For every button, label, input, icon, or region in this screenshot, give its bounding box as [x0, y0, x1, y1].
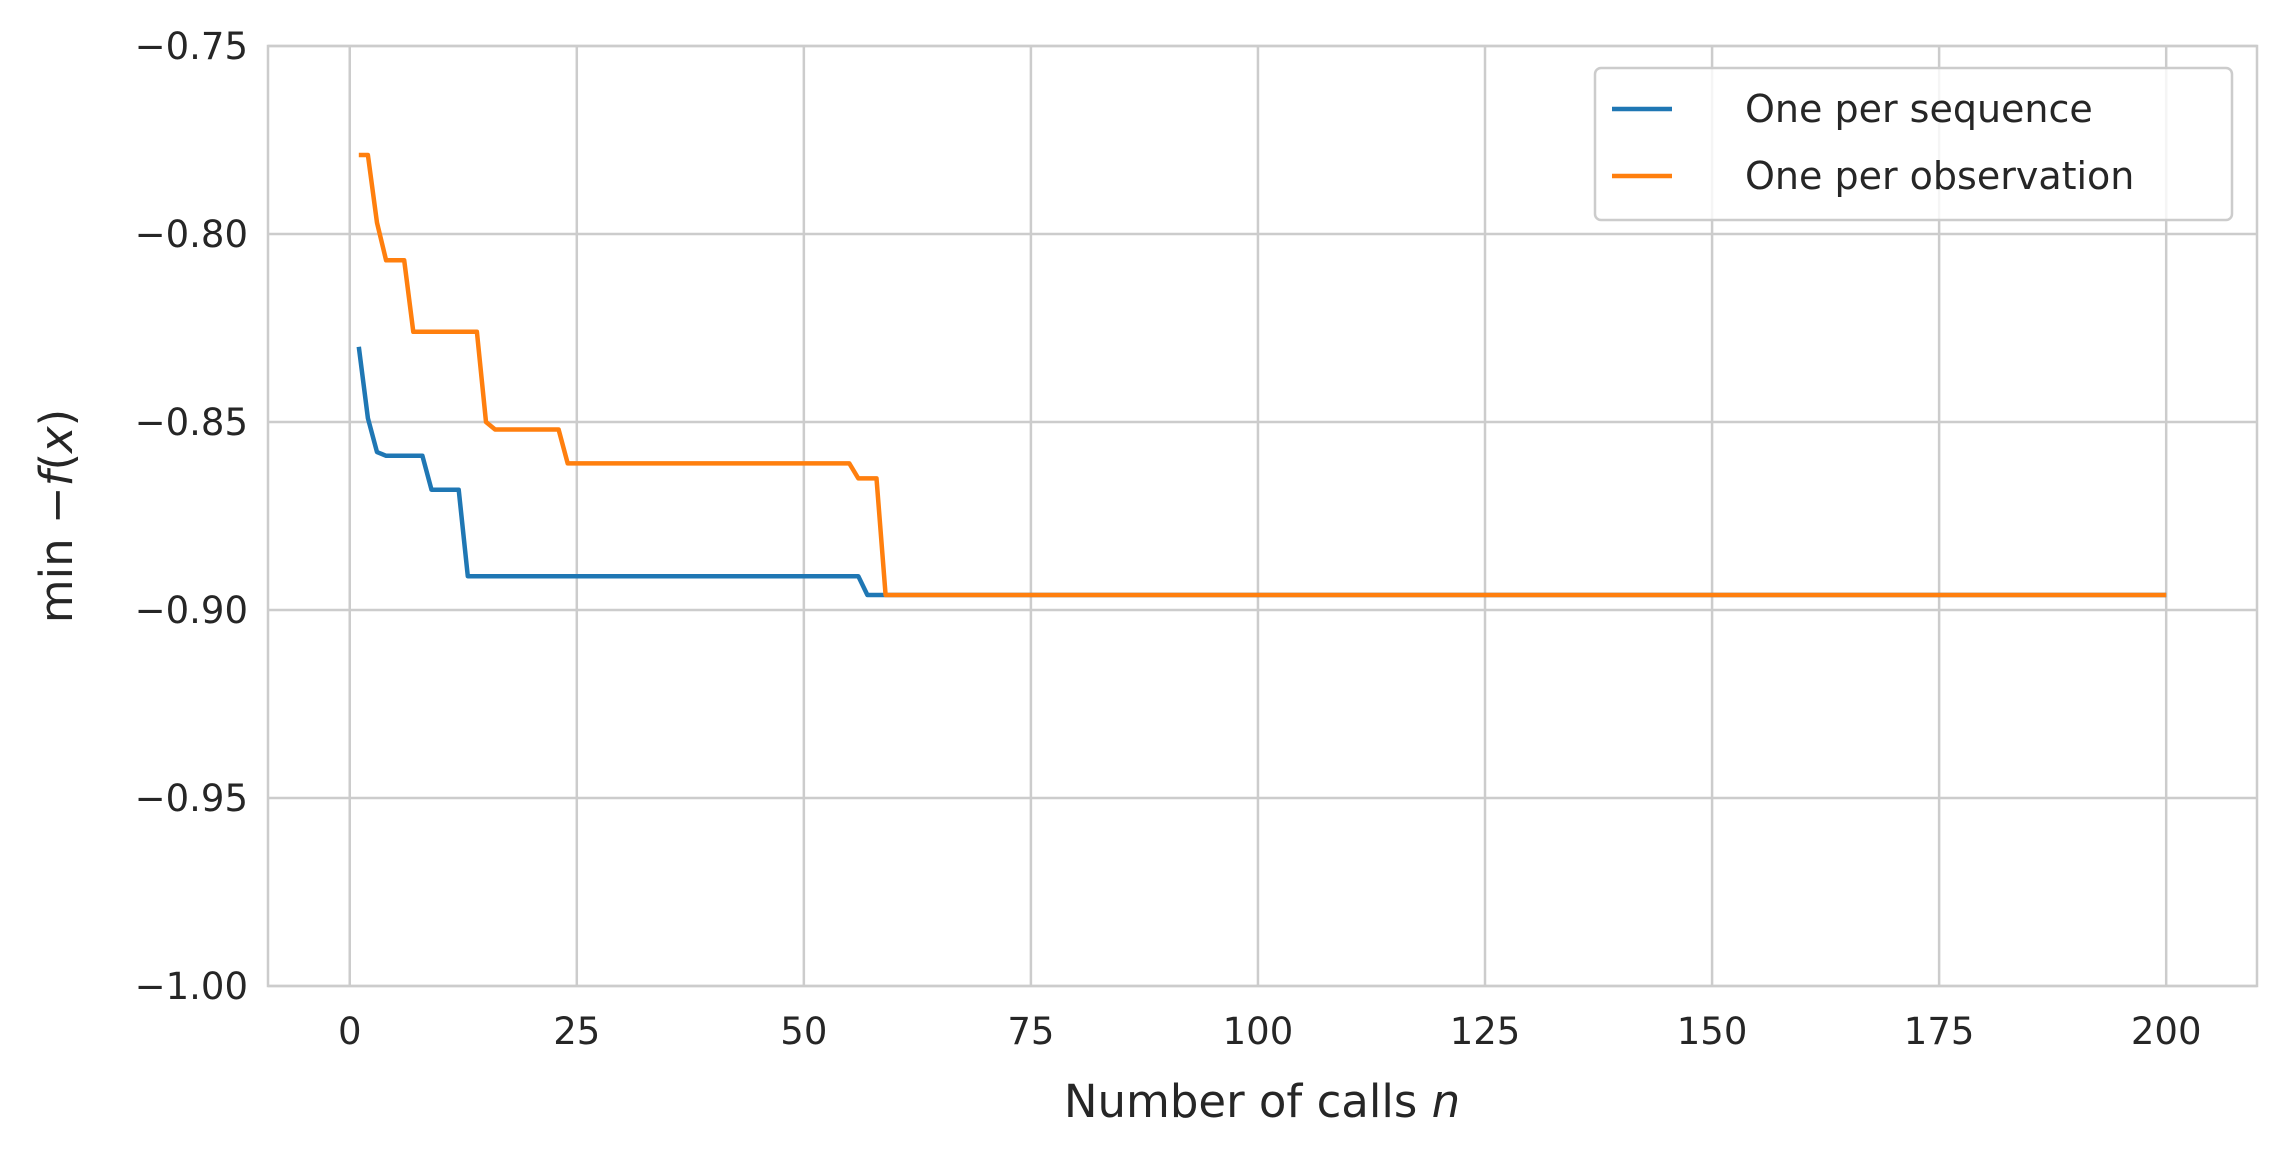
x-tick-label: 50 — [780, 1010, 827, 1053]
y-tick-label: −1.00 — [135, 965, 248, 1008]
series-line-one-per-sequence — [356, 346, 2167, 598]
x-tick-label: 125 — [1450, 1010, 1521, 1053]
x-tick-label: 150 — [1677, 1010, 1748, 1053]
legend: One per sequence One per observation — [1593, 66, 2234, 222]
x-tick-label: 100 — [1223, 1010, 1294, 1053]
y-tick-label: −0.75 — [135, 25, 248, 68]
legend-box — [1593, 66, 2234, 222]
x-tick-label: 200 — [2131, 1010, 2202, 1053]
plot-frame — [266, 44, 2259, 988]
legend-label-one-per-sequence: One per sequence — [1745, 87, 2093, 131]
y-tick-label: −0.85 — [135, 401, 248, 444]
series-line-one-per-observation — [358, 152, 2167, 598]
x-tick-label: 25 — [553, 1010, 600, 1053]
series-layer — [356, 152, 2167, 598]
x-tick-label: 75 — [1007, 1010, 1054, 1053]
x-tick-label: 0 — [338, 1010, 362, 1053]
y-tick-label: −0.95 — [135, 777, 248, 820]
x-axis-title: Number of calls n — [1064, 1075, 1460, 1128]
x-tick-label: 175 — [1904, 1010, 1975, 1053]
x-tick-labels: 0 25 50 75 100 125 150 175 200 — [338, 1010, 2202, 1053]
y-tick-labels: −1.00 −0.95 −0.90 −0.85 −0.80 −0.75 — [135, 25, 248, 1008]
y-axis-title: min −f(x) — [30, 409, 83, 624]
y-tick-label: −0.90 — [135, 589, 248, 632]
y-tick-label: −0.80 — [135, 213, 248, 256]
legend-label-one-per-observation: One per observation — [1745, 154, 2134, 198]
